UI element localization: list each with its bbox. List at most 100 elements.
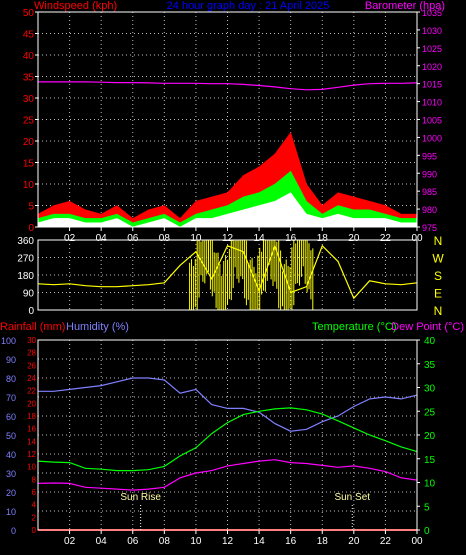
wind-tick-label: 45 (23, 30, 35, 41)
humidity-tick-label: 40 (6, 450, 16, 460)
x-tick-label: 08 (159, 536, 171, 547)
rain-tick-label: 4 (32, 501, 37, 510)
x-tick-label: 04 (96, 233, 108, 244)
baro-tick-label: 1020 (422, 62, 442, 72)
x-tick-label: 14 (254, 233, 266, 244)
rainfall-label: Rainfall (mm) (0, 321, 65, 333)
rain-tick-label: 26 (27, 361, 36, 370)
rain-tick-label: 20 (27, 399, 36, 408)
temperature-axis: 40 35 30 25 20 15 10 5 0 (417, 336, 436, 537)
dir-tick-label: 270 (17, 254, 34, 265)
baro-tick-label: 985 (422, 187, 437, 197)
humidity-tick-label: 30 (6, 469, 16, 479)
temperature-label: Temperature (°C) (312, 321, 396, 333)
x-tick-label: 14 (254, 536, 266, 547)
humidity-label: Humidity (%) (66, 321, 129, 333)
barometer-line (38, 81, 418, 91)
wind-tick-label: 10 (23, 180, 35, 191)
x-tick-label: 00 (411, 233, 423, 244)
x-tick-label: 20 (348, 233, 360, 244)
wind-tick-label: 40 (23, 51, 35, 62)
wind-tick-label: 15 (23, 159, 35, 170)
dewpoint-line (37, 459, 418, 491)
rain-tick-label: 8 (32, 475, 37, 484)
humidity-tick-label: 80 (6, 374, 16, 384)
temp-tick-label: 0 (424, 526, 430, 537)
temp-tick-label: 40 (424, 336, 436, 347)
dir-compass-label: E (434, 287, 442, 301)
dewpoint-label: Dew Point (°C) (391, 321, 464, 333)
wind-tick-label: 20 (23, 137, 35, 148)
baro-tick-label: 995 (422, 151, 437, 161)
x-tick-label: 10 (190, 233, 202, 244)
temperature-line (37, 407, 418, 472)
rain-tick-label: 12 (27, 450, 36, 459)
dir-compass-label: S (434, 269, 442, 283)
x-tick-label: 22 (380, 233, 392, 244)
barometer-label: Barometer (hpa) (365, 0, 445, 12)
baro-tick-label: 980 (422, 205, 437, 215)
rain-tick-label: 0 (32, 526, 37, 535)
baro-tick-label: 1005 (422, 116, 442, 126)
dir-tick-label: 180 (17, 271, 34, 282)
direction-frame (37, 239, 418, 311)
rain-tick-label: 24 (27, 374, 36, 383)
rain-tick-label: 30 (27, 336, 36, 345)
wind-tick-label: 30 (23, 94, 35, 105)
direction-trace (37, 243, 418, 300)
temp-tick-label: 20 (424, 431, 436, 442)
baro-tick-label: 1025 (422, 44, 442, 54)
windspeed-label: Windspeed (kph) (34, 0, 117, 12)
x-tick-label: 02 (64, 536, 76, 547)
x-tick-label: 00 (411, 536, 423, 547)
wind-tick-label: 5 (28, 202, 34, 213)
humidity-tick-label: 60 (6, 412, 16, 422)
humidity-tick-label: 10 (6, 507, 16, 517)
baro-tick-label: 1015 (422, 80, 442, 90)
temp-tick-label: 10 (424, 479, 436, 490)
x-tick-label: 06 (127, 233, 139, 244)
baro-tick-label: 1000 (422, 133, 442, 143)
x-tick-label: 08 (159, 233, 171, 244)
rain-tick-label: 14 (27, 437, 36, 446)
humidity-tick-label: 100 (1, 336, 16, 346)
dir-tick-label: 0 (28, 306, 34, 317)
x-tick-label: 12 (222, 233, 234, 244)
temp-tick-label: 35 (424, 360, 436, 371)
rain-tick-label: 18 (27, 412, 36, 421)
wind-bars (37, 131, 418, 228)
rain-tick-label: 10 (27, 463, 36, 472)
wind-tick-label: 50 (23, 8, 35, 19)
baro-tick-label: 1010 (422, 98, 442, 108)
x-tick-label: 02 (64, 233, 76, 244)
dir-tick-label: 90 (23, 289, 35, 300)
humidity-line (38, 377, 418, 432)
dir-compass-label: N (434, 234, 443, 248)
temp-tick-label: 15 (424, 455, 436, 466)
wind-lull-area (37, 192, 418, 228)
rain-tick-label: 6 (32, 488, 37, 497)
x-tick-label: 16 (285, 233, 297, 244)
dir-tick-label: 360 (17, 236, 34, 247)
x-tick-label: 22 (380, 536, 392, 547)
x-tick-label: 20 (348, 536, 360, 547)
humidity-tick-label: 90 (6, 355, 16, 365)
wind-tick-label: 0 (28, 223, 34, 234)
wind-tick-label: 35 (23, 73, 35, 84)
direction-left-axis: 360 270 180 90 0 (17, 236, 34, 317)
sunrise-label: Sun Rise (120, 492, 161, 503)
direction-line (37, 240, 418, 310)
x-axis-temp: 02 04 06 08 10 12 14 16 18 20 22 00 (64, 530, 423, 547)
temp-hum-panel: Rainfall (mm) Humidity (%) Temperature (… (0, 321, 464, 547)
temp-tick-label: 30 (424, 384, 436, 395)
baro-tick-label: 1030 (422, 26, 442, 36)
x-tick-label: 12 (222, 536, 234, 547)
rain-tick-label: 2 (32, 513, 37, 522)
baro-tick-label: 975 (422, 223, 437, 233)
temp-tick-label: 25 (424, 407, 436, 418)
humidity-tick-label: 70 (6, 393, 16, 403)
